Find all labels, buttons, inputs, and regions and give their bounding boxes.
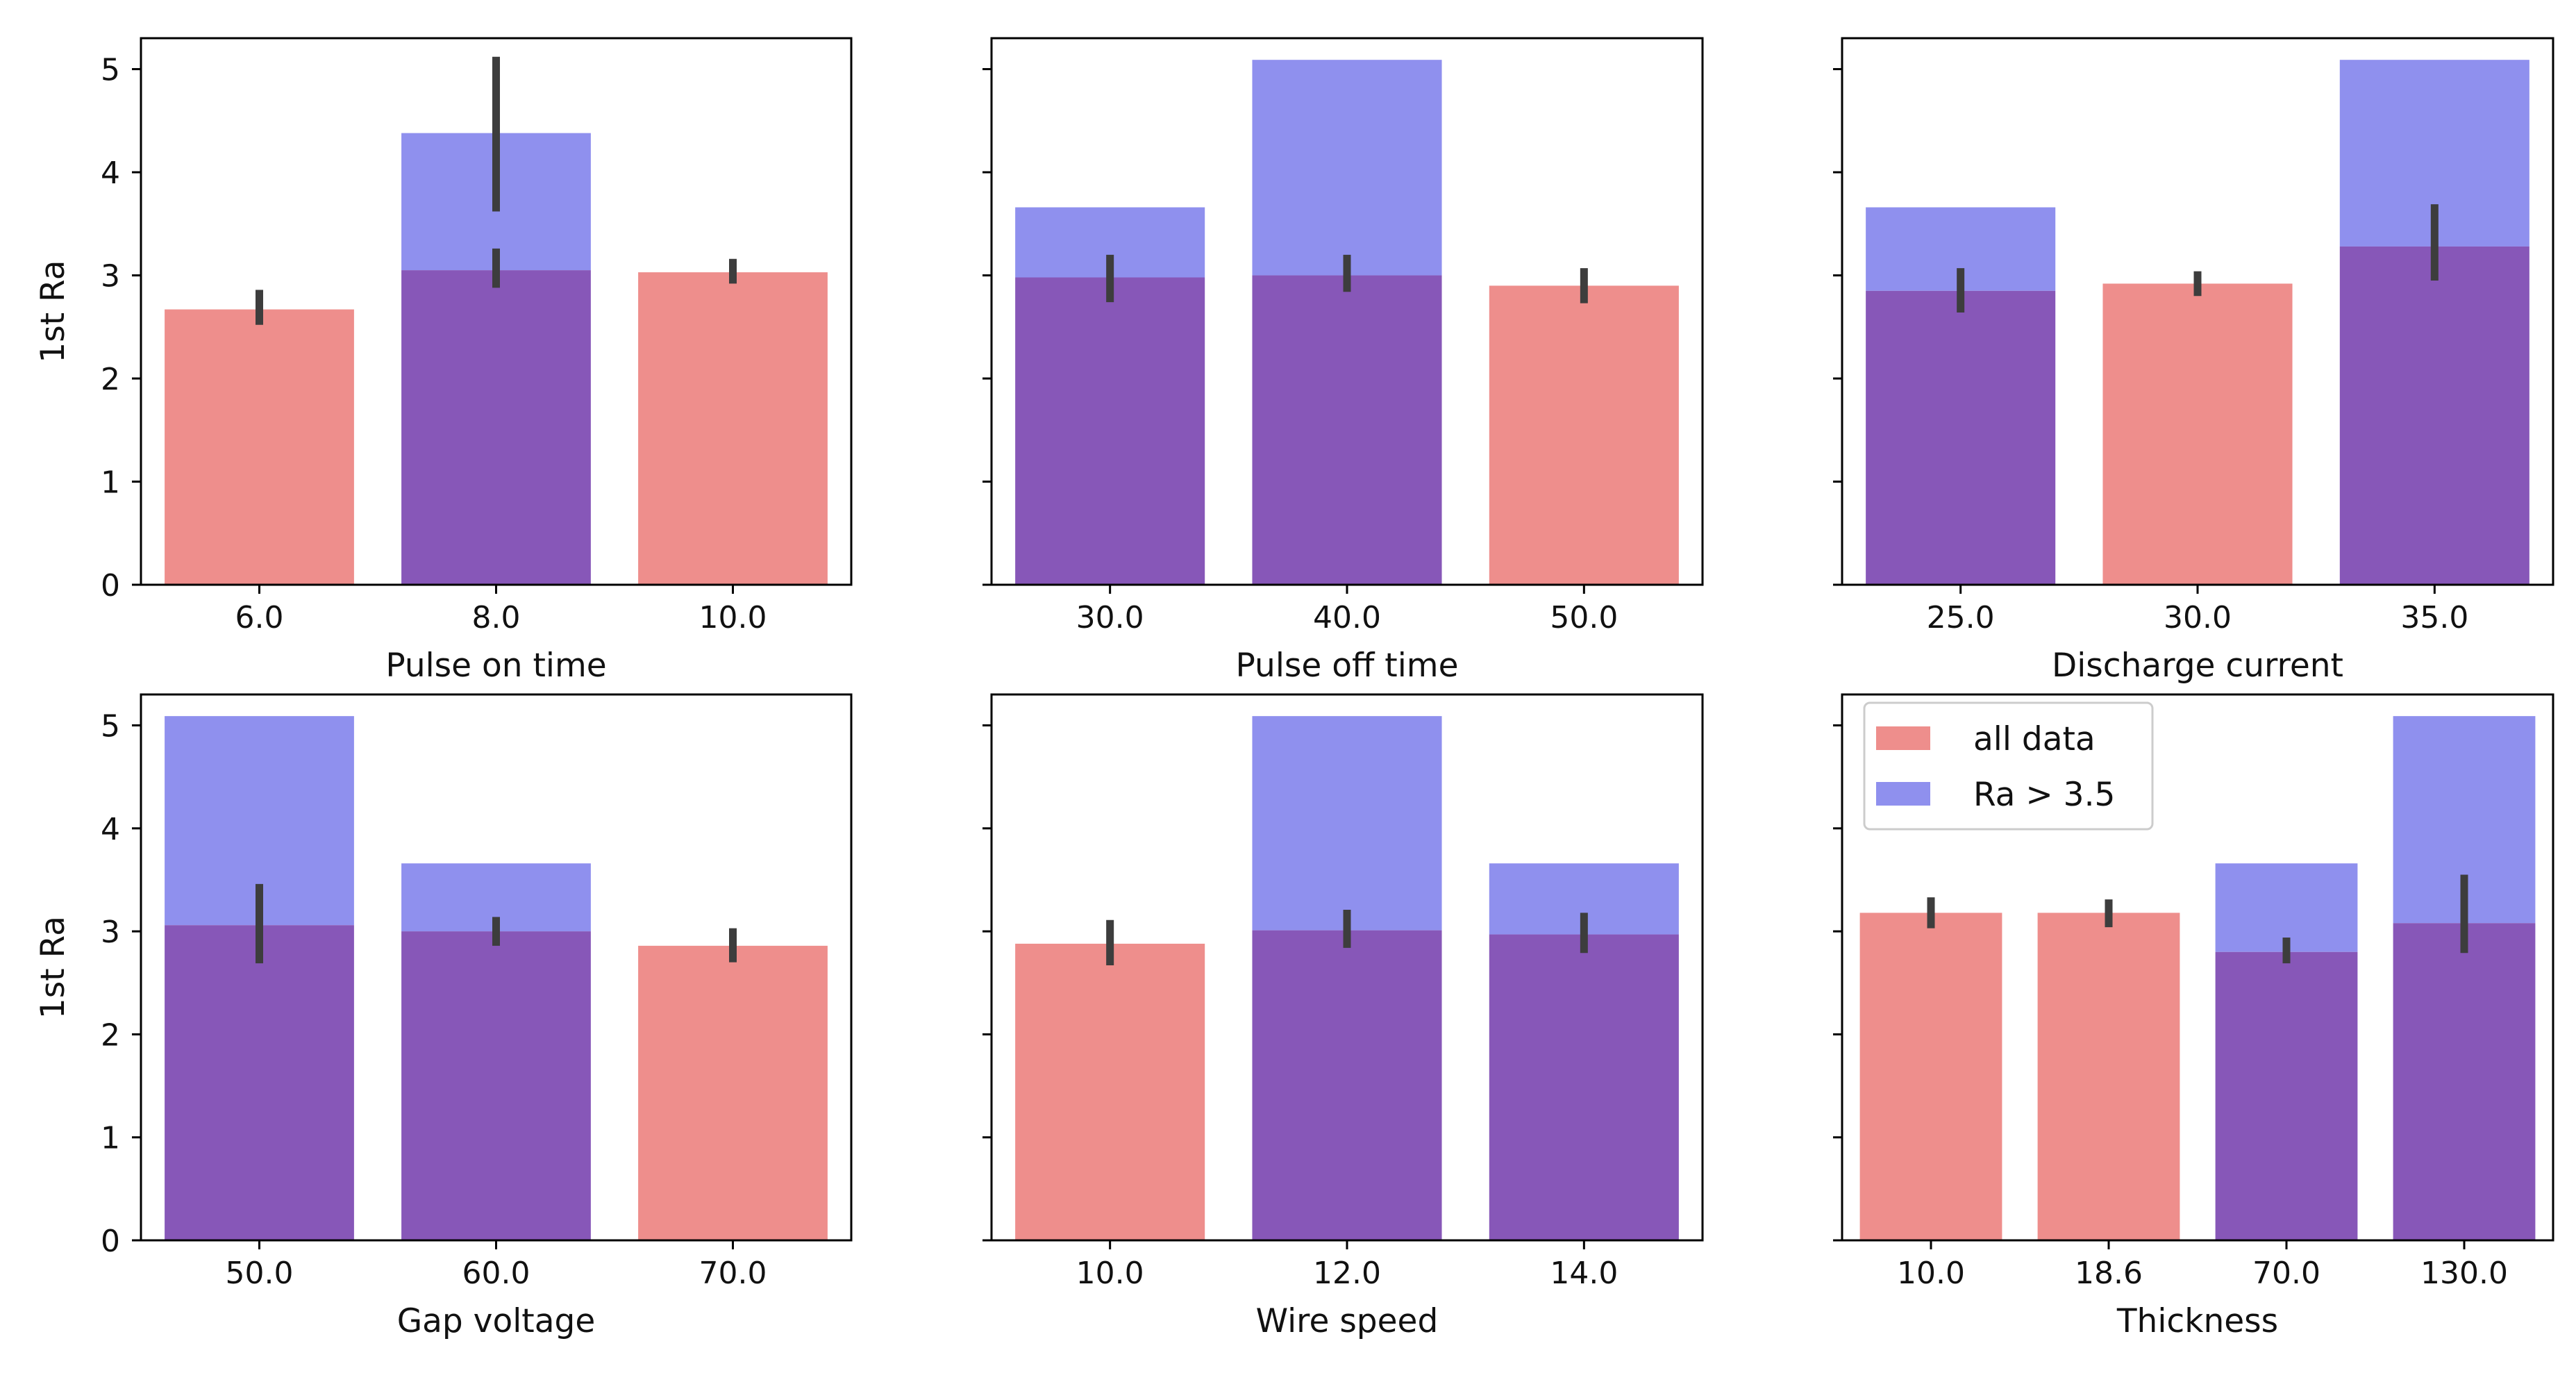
subplot-1: 0 1 2 3 4 5 6.0 8.0 10.0 Pulse on time 1st Ra xyxy=(34,37,853,685)
subplot-2: 30.0 40.0 50.0 Pulse off time xyxy=(982,37,1704,685)
x-tick-label-4-1: 50.0 xyxy=(226,1256,294,1291)
subplot-3: 25.0 30.0 35.0 Discharge current xyxy=(1833,37,2554,685)
x-tick-label-1-3: 10.0 xyxy=(699,600,767,635)
subplot-4: 0 1 2 3 4 5 50.0 60.0 70.0 Gap voltage 1st Ra xyxy=(34,693,853,1340)
y-tick-label-4-5: 5 xyxy=(101,708,120,744)
y-axis-label-1: 1st Ra xyxy=(34,260,72,363)
y-tick-label-1-3: 3 xyxy=(101,259,120,294)
bar-all-2-3 xyxy=(1489,285,1679,585)
axes-frame-6 xyxy=(1841,693,2554,1242)
bar-subset-6-3 xyxy=(2215,863,2358,952)
y-tick-label-1-2: 2 xyxy=(101,362,120,397)
x-tick-label-4-3: 70.0 xyxy=(699,1256,767,1291)
y-tick-label-1-5: 5 xyxy=(101,53,120,88)
x-tick-label-6-4: 130.0 xyxy=(2420,1256,2508,1291)
x-tick-label-5-2: 12.0 xyxy=(1313,1256,1381,1291)
legend-label-all-data: all data xyxy=(1973,720,2096,758)
x-tick-label-5-3: 14.0 xyxy=(1550,1256,1618,1291)
x-axis-label-4: Gap voltage xyxy=(397,1302,596,1340)
y-tick-label-4-4: 4 xyxy=(101,812,120,847)
bar-all-6-1 xyxy=(1859,913,2002,1240)
bar-all-3-2 xyxy=(2102,283,2293,585)
bar-overlap-6-4 xyxy=(2393,923,2536,1240)
bar-overlap-4-1 xyxy=(165,925,354,1240)
y-tick-label-4-0: 0 xyxy=(101,1224,120,1259)
subplot-5: 10.0 12.0 14.0 Wire speed xyxy=(982,693,1704,1340)
y-tick-label-1-0: 0 xyxy=(101,568,120,603)
x-tick-label-6-3: 70.0 xyxy=(2252,1256,2320,1291)
x-axis-label-6: Thickness xyxy=(2116,1302,2278,1340)
x-tick-label-6-2: 18.6 xyxy=(2075,1256,2143,1291)
bar-overlap-2-2 xyxy=(1252,275,1442,585)
x-tick-label-4-2: 60.0 xyxy=(462,1256,530,1291)
bar-overlap-5-3 xyxy=(1489,934,1679,1240)
x-axis-label-5: Wire speed xyxy=(1256,1302,1439,1340)
legend-swatch-all-data xyxy=(1876,726,1930,750)
subplot-6: 10.0 18.6 70.0 130.0 Thickness xyxy=(1833,693,2554,1340)
bar-subset-5-2 xyxy=(1252,716,1442,931)
x-axis-label-2: Pulse off time xyxy=(1236,647,1459,685)
legend-frame xyxy=(1863,701,2154,831)
bar-all-1-1 xyxy=(165,309,354,585)
y-tick-label-4-2: 2 xyxy=(101,1017,120,1053)
y-tick-label-1-1: 1 xyxy=(101,465,120,501)
bar-all-1-3 xyxy=(638,272,828,585)
bar-overlap-1-2 xyxy=(401,270,591,585)
bar-overlap-3-1 xyxy=(1866,290,2056,585)
x-tick-label-5-1: 10.0 xyxy=(1076,1256,1144,1291)
bar-overlap-5-2 xyxy=(1252,930,1442,1240)
bar-subset-2-2 xyxy=(1252,60,1442,276)
x-axis-label-1: Pulse on time xyxy=(385,647,606,685)
x-tick-label-2-3: 50.0 xyxy=(1550,600,1618,635)
bar-all-5-1 xyxy=(1015,943,1205,1240)
bar-overlap-4-2 xyxy=(401,931,591,1240)
y-axis-label-4: 1st Ra xyxy=(34,916,72,1019)
x-tick-label-3-1: 25.0 xyxy=(1927,600,1995,635)
legend: all data Ra > 3.5 xyxy=(1863,701,2154,831)
bar-overlap-6-3 xyxy=(2215,951,2358,1240)
bar-all-4-3 xyxy=(638,945,828,1240)
y-tick-label-1-4: 4 xyxy=(101,156,120,191)
x-tick-label-2-2: 40.0 xyxy=(1313,600,1381,635)
bar-overlap-2-1 xyxy=(1015,277,1205,585)
x-tick-label-3-3: 35.0 xyxy=(2400,600,2468,635)
legend-label-ra-subset: Ra > 3.5 xyxy=(1973,776,2115,814)
x-tick-label-6-1: 10.0 xyxy=(1897,1256,1965,1291)
x-tick-label-3-2: 30.0 xyxy=(2164,600,2232,635)
x-axis-label-3: Discharge current xyxy=(2052,647,2343,685)
y-tick-label-4-3: 3 xyxy=(101,915,120,950)
legend-swatch-ra-subset xyxy=(1876,782,1930,806)
x-tick-label-1-2: 8.0 xyxy=(472,600,521,635)
bar-overlap-3-3 xyxy=(2339,246,2529,585)
x-tick-label-1-1: 6.0 xyxy=(235,600,284,635)
bar-all-6-2 xyxy=(2037,913,2180,1240)
panels: 0 1 2 3 4 5 6.0 8.0 10.0 Pulse on time 1st Ra 30.0 4… xyxy=(34,37,2554,1340)
y-tick-label-4-1: 1 xyxy=(101,1121,120,1156)
x-tick-label-2-1: 30.0 xyxy=(1076,600,1144,635)
